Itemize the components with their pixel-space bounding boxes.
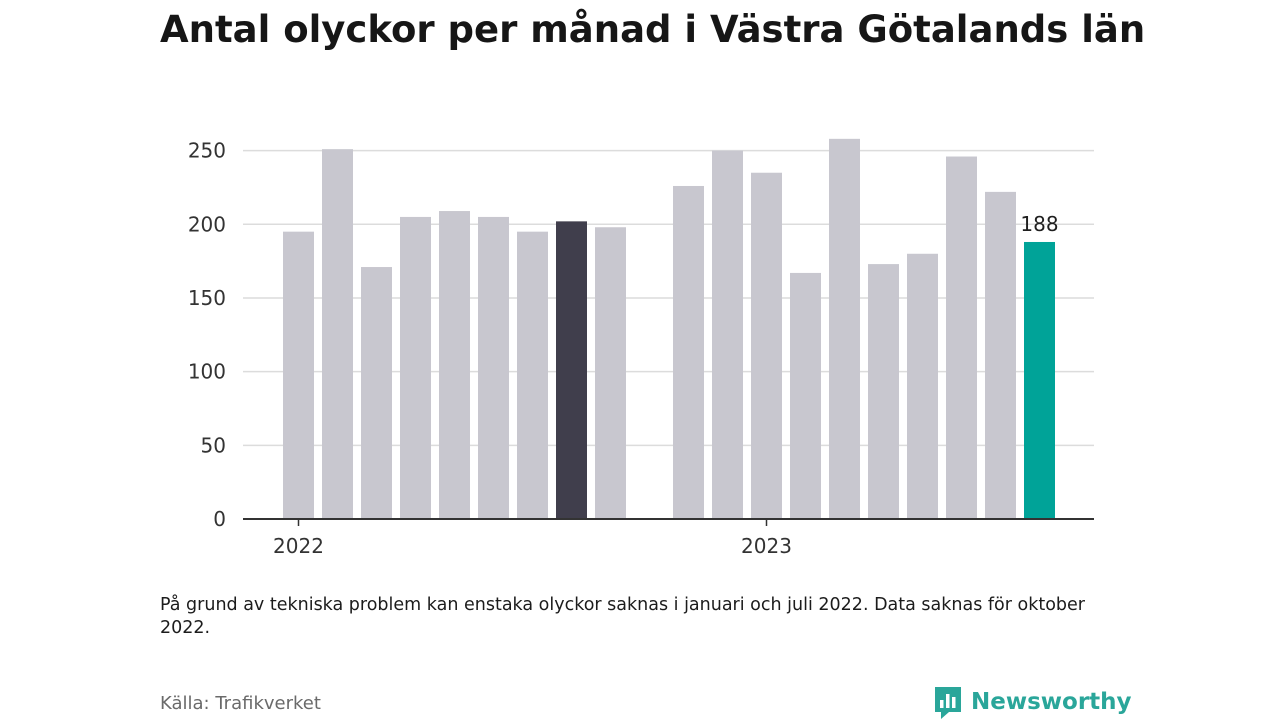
bar-2022-08: [556, 221, 587, 519]
bar-2022-09: [595, 227, 626, 519]
y-tick-label: 100: [188, 360, 226, 384]
bar-2022-06: [478, 216, 509, 519]
bar-2022-02: [322, 149, 353, 520]
x-tick-label: 2022: [273, 534, 324, 558]
chart-footnote: På grund av tekniska problem kan enstaka…: [160, 595, 1085, 638]
brand-name: Newsworthy: [971, 689, 1132, 715]
newsworthy-brand[interactable]: Newsworthy: [933, 684, 1132, 720]
bar-2022-03: [361, 267, 392, 519]
y-tick-label: 150: [188, 286, 226, 310]
bar-2022-07: [517, 231, 548, 520]
y-tick-label: 250: [188, 139, 226, 163]
bar-2022-05: [439, 211, 470, 519]
bar-2023-08: [1024, 241, 1055, 519]
x-tick-label: 2023: [741, 534, 792, 558]
bar-2022-12: [712, 150, 743, 519]
bar-2022-04: [400, 216, 431, 519]
bar-2022-11: [673, 185, 704, 519]
bar-2023-02: [790, 272, 821, 519]
bar-2023-03: [829, 138, 860, 519]
bar-chart: 0 50 100 150 200 250 2022 2023 188: [188, 138, 1094, 558]
bar-2023-04: [868, 264, 899, 519]
y-tick-label: 50: [201, 433, 226, 457]
bar-2023-07: [985, 191, 1016, 519]
chart-title: Antal olyckor per månad i Västra Götalan…: [160, 8, 1146, 51]
y-tick-label: 200: [188, 212, 226, 236]
bar-2023-01: [751, 172, 782, 520]
newsworthy-logo-icon: [935, 687, 961, 719]
bar-2023-05: [907, 253, 938, 519]
data-label-latest: 188: [1020, 212, 1058, 236]
bar-2023-06: [946, 156, 977, 520]
bar-2022-01: [283, 231, 314, 520]
source-credit: Källa: Trafikverket: [160, 693, 321, 714]
y-tick-label: 0: [213, 507, 226, 531]
